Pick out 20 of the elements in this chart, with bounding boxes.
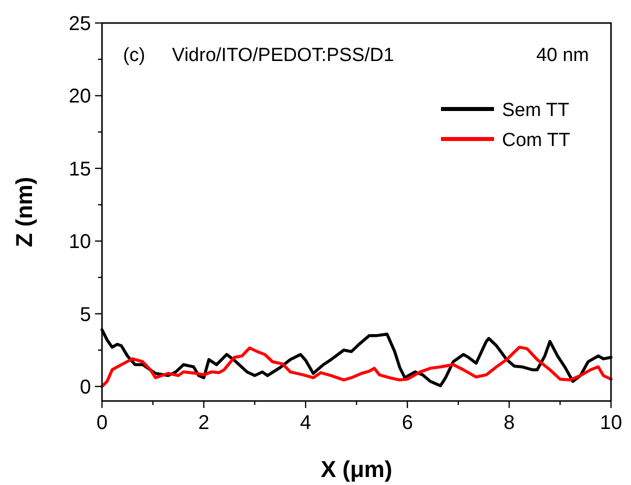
legend-label: Com TT [502,130,571,151]
y-axis-title: Z (nm) [11,176,37,248]
x-axis-title: X (μm) [320,456,392,482]
legend-label: Sem TT [502,100,570,121]
annotation: (c) [123,45,146,66]
annotation: Vidro/ITO/PEDOT:PSS/D1 [172,45,394,66]
line-series [100,346,612,388]
x-tick-label: 2 [198,412,210,434]
x-tick-label: 6 [402,412,413,434]
x-tick-label: 0 [96,412,108,434]
x-tick-label: 10 [600,412,622,434]
y-tick-label: 20 [68,86,91,108]
y-tick-label: 10 [68,231,91,254]
y-tick-label: 15 [68,158,91,180]
annotation: 40 nm [536,45,589,66]
y-tick-label: 5 [80,304,91,326]
x-tick-label: 4 [300,412,312,434]
y-tick-label: 25 [68,13,91,35]
y-tick-label: 0 [80,376,91,398]
x-tick-label: 8 [504,412,515,434]
